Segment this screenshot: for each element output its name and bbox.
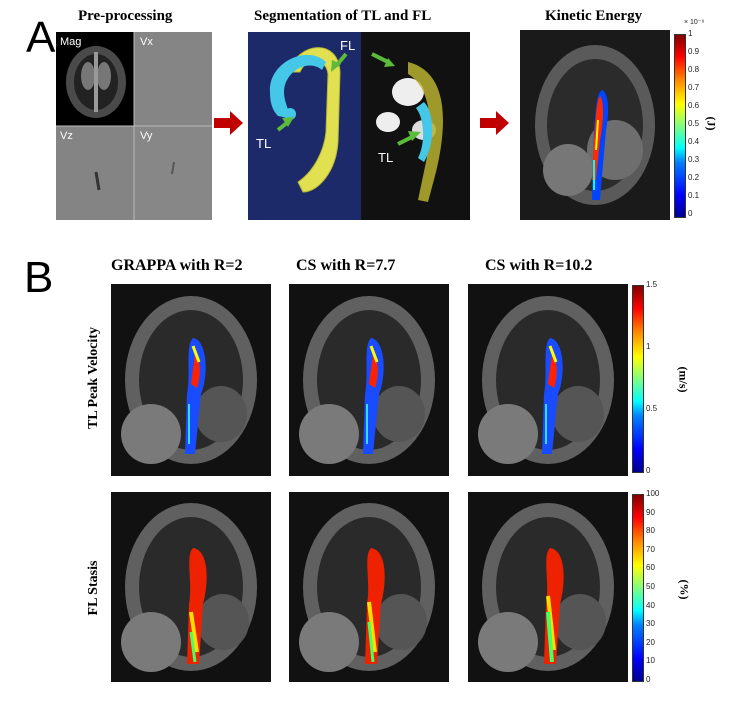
column-title-cs77: CS with R=7.7 xyxy=(296,257,396,274)
colorbar-tick-label: 0.9 xyxy=(688,47,700,56)
segmentation-image: FL TL TL xyxy=(248,32,470,220)
fl-stasis-grappa-image xyxy=(111,492,271,682)
colorbar-tick-label: 10 xyxy=(646,656,655,666)
colorbar-tick-label: 100 xyxy=(646,489,660,498)
kinetic-colorbar xyxy=(674,34,686,218)
panel-b-letter: B xyxy=(24,253,54,302)
kinetic-title: Kinetic Energy xyxy=(545,8,643,24)
segmentation-title: Segmentation of TL and FL xyxy=(254,8,432,24)
kinetic-colorbar-exponent: × 10⁻⁶ xyxy=(684,19,705,26)
tl-velocity-grappa-image xyxy=(111,284,271,476)
colorbar-tick-label: 0.6 xyxy=(688,101,700,110)
colorbar-tick-label: 1 xyxy=(688,29,693,38)
kinetic-colorbar-unit: (J) xyxy=(704,116,719,131)
tl-velocity-cs102-image xyxy=(468,284,628,476)
colorbar-tick-label: 0 xyxy=(646,675,651,684)
flow-arrow-2 xyxy=(480,111,509,135)
subpanel-label-mag: Mag xyxy=(60,36,82,48)
row-label-fl-stasis: FL Stasis xyxy=(86,560,101,616)
colorbar-tick-label: 50 xyxy=(646,582,655,591)
label-tl-right: TL xyxy=(378,150,394,165)
subpanel-label-vx: Vx xyxy=(140,36,153,48)
panel-a-letter: A xyxy=(26,13,56,62)
preprocessing-title: Pre-processing xyxy=(78,8,173,24)
stasis-colorbar-unit: (%) xyxy=(677,579,692,600)
colorbar-tick-label: 0.5 xyxy=(688,119,700,128)
colorbar-tick-label: 80 xyxy=(646,526,655,536)
colorbar-tick-label: 0.7 xyxy=(688,83,700,92)
label-fl: FL xyxy=(340,38,356,53)
row-label-tl-velocity: TL Peak Velocity xyxy=(86,327,101,429)
colorbar-tick-label: 0 xyxy=(688,209,693,218)
velocity-colorbar-unit: (m/s) xyxy=(676,366,691,393)
flow-arrow-1 xyxy=(214,111,243,135)
column-title-grappa: GRAPPA with R=2 xyxy=(111,257,243,274)
fl-stasis-cs102-image xyxy=(468,492,628,682)
colorbar-tick-label: 0 xyxy=(646,466,651,475)
colorbar-tick-label: 1 xyxy=(646,342,651,351)
colorbar-tick-label: 0.5 xyxy=(646,404,658,413)
subpanel-label-vy: Vy xyxy=(140,130,153,142)
colorbar-tick-label: 40 xyxy=(646,600,655,610)
tl-velocity-cs77-image xyxy=(289,284,449,476)
preprocessing-image: Mag Vx Vz Vy xyxy=(56,32,212,220)
label-tl-left: TL xyxy=(256,136,272,151)
colorbar-tick-label: 90 xyxy=(646,507,655,517)
colorbar-tick-label: 1.5 xyxy=(646,280,658,289)
kinetic-image xyxy=(520,30,670,220)
column-title-cs102: CS with R=10.2 xyxy=(485,257,593,274)
colorbar-tick-label: 0.3 xyxy=(688,155,700,164)
colorbar-tick-label: 0.1 xyxy=(688,191,700,200)
stasis-colorbar xyxy=(632,494,644,682)
velocity-colorbar xyxy=(632,285,644,473)
subpanel-label-vz: Vz xyxy=(60,130,73,142)
colorbar-tick-label: 0.8 xyxy=(688,65,700,74)
colorbar-tick-label: 70 xyxy=(646,544,655,554)
colorbar-tick-label: 20 xyxy=(646,637,655,647)
colorbar-tick-label: 0.4 xyxy=(688,137,700,146)
colorbar-tick-label: 30 xyxy=(646,619,655,629)
colorbar-tick-label: 0.2 xyxy=(688,173,700,182)
fl-stasis-cs77-image xyxy=(289,492,449,682)
colorbar-tick-label: 60 xyxy=(646,563,655,573)
